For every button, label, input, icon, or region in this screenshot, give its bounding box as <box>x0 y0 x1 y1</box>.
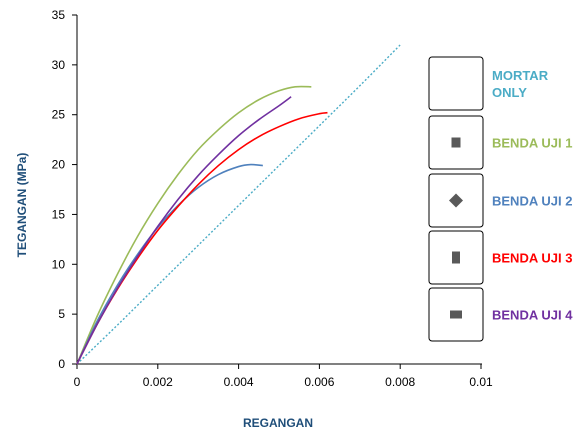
legend-label: BENDA UJI 3 <box>492 251 572 266</box>
y-tick-label: 35 <box>52 8 66 22</box>
series-line-benda-uji-3 <box>76 111 328 365</box>
legend-item: BENDA UJI 2 <box>428 173 572 228</box>
legend-label: BENDA UJI 2 <box>492 194 572 209</box>
legend-label: ONLY <box>492 85 527 100</box>
legend-marker-wide-square <box>450 310 462 319</box>
series-line-benda-uji-2 <box>76 163 263 365</box>
y-tick-label: 5 <box>58 307 65 321</box>
legend-marker-diamond <box>449 193 463 208</box>
y-tick-label: 15 <box>52 207 66 221</box>
y-tick-label: 25 <box>52 108 66 122</box>
series-line-benda-uji-4 <box>76 96 292 365</box>
x-tick-label: 0.008 <box>385 375 415 389</box>
y-tick-label: 0 <box>58 357 65 371</box>
legend-item: BENDA UJI 1 <box>428 115 572 170</box>
y-tick-label: 20 <box>52 158 66 172</box>
x-tick-label: 0.01 <box>469 375 493 389</box>
axes: 0 5 10 15 20 25 30 35 0 0.002 0.004 0.006 0.008 0.01 <box>52 8 493 389</box>
y-tick-label: 10 <box>52 257 66 271</box>
legend-item: MORTAR ONLY <box>428 56 549 111</box>
series-line-mortar-only <box>76 44 401 365</box>
legend-label: BENDA UJI 1 <box>492 136 572 151</box>
legend-swatch-box <box>428 56 484 111</box>
y-tick-label: 30 <box>52 58 66 72</box>
legend-label: BENDA UJI 4 <box>492 308 573 323</box>
x-tick-label: 0.006 <box>304 375 334 389</box>
x-tick-label: 0.002 <box>143 375 173 389</box>
y-axis-title: TEGANGAN (MPa) <box>15 153 29 258</box>
legend-marker-tall-square <box>452 251 460 264</box>
legend-item: BENDA UJI 4 <box>428 287 573 342</box>
legend: MORTAR ONLY BENDA UJI 1 BENDA UJI 2 BENDA UJ… <box>428 56 573 342</box>
x-tick-label: 0 <box>74 375 81 389</box>
series-layer <box>76 44 401 365</box>
legend-label: MORTAR <box>492 68 549 83</box>
x-tick-label: 0.004 <box>224 375 254 389</box>
legend-marker-square <box>451 137 461 148</box>
legend-item: BENDA UJI 3 <box>428 230 572 285</box>
x-axis-title: REGANGAN <box>243 416 313 430</box>
series-line-benda-uji-1 <box>76 85 312 365</box>
